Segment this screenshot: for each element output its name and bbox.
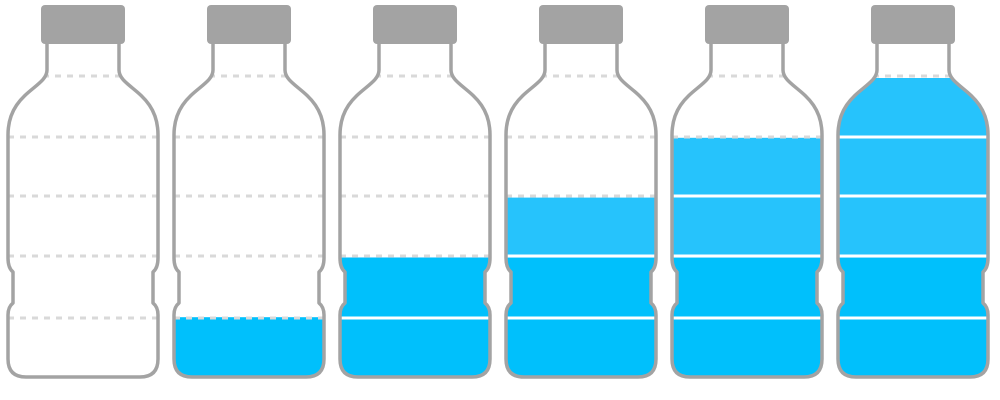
- bottle-outline: [172, 40, 326, 379]
- bottle-outline: [338, 40, 492, 379]
- water-fill: [838, 78, 988, 377]
- bottle-outline: [836, 40, 990, 379]
- water-fill: [506, 197, 656, 377]
- graduation-lines: [506, 74, 656, 320]
- bottle-cap: [41, 5, 125, 44]
- bottle-cap: [705, 5, 789, 44]
- bottle: [338, 5, 492, 379]
- bottle: [504, 5, 658, 379]
- water-fill: [174, 317, 324, 377]
- graduation-lines: [838, 74, 988, 320]
- bottle-outline: [504, 40, 658, 379]
- bottle: [172, 5, 326, 379]
- bottle-cap: [373, 5, 457, 44]
- bottle: [670, 5, 824, 379]
- water-fill: [672, 137, 822, 377]
- graduation-lines: [340, 74, 490, 320]
- bottle-outline: [6, 40, 160, 379]
- graduation-lines: [672, 74, 822, 320]
- graduation-lines: [174, 74, 324, 320]
- bottle-cap: [207, 5, 291, 44]
- bottle-cap: [539, 5, 623, 44]
- bottle-cap: [871, 5, 955, 44]
- bottle: [6, 5, 160, 379]
- graduation-lines: [8, 74, 158, 320]
- bottle: [836, 5, 990, 379]
- bottle-outline: [670, 40, 824, 379]
